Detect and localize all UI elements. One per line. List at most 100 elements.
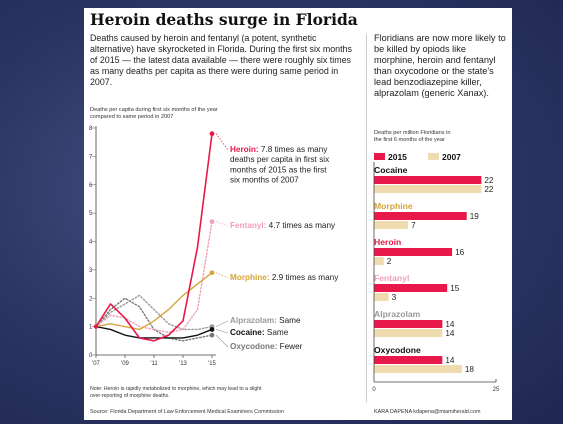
series-endpoint-heroin <box>209 131 215 137</box>
bar-value-2015: 14 <box>445 320 455 329</box>
series-line-fentanyl <box>95 220 213 334</box>
annotation-leader-cocaine <box>215 329 229 334</box>
series-endpoint-cocaine <box>209 327 215 332</box>
annotation-cocaine: Cocaine: Same <box>230 328 289 337</box>
x-tick-label: '09 <box>121 361 129 367</box>
annotation-leader-alprazolam <box>215 320 229 327</box>
credit-line: KARA DAPENA kdapena@miamiherald.com <box>374 409 481 415</box>
series-endpoint-morphine <box>209 270 215 276</box>
annotation-name-heroin: Heroin: <box>230 145 259 154</box>
bar-chart-caption-line: Deaths per million Floridians in <box>374 130 451 136</box>
bar-category-label: Cocaine <box>374 165 408 175</box>
y-tick-label: 0 <box>89 353 93 359</box>
y-tick-label: 2 <box>89 296 93 302</box>
annotation-text-oxycodone: Fewer <box>277 342 302 351</box>
line-chart-caption-line: compared to same period in 2007 <box>90 114 174 120</box>
series-line-morphine <box>95 272 213 331</box>
y-tick-label: 1 <box>89 325 93 331</box>
baseline-point-2007 <box>93 324 99 329</box>
bar-category-label: Heroin <box>374 237 401 247</box>
annotation-oxycodone: Oxycodone: Fewer <box>230 342 303 351</box>
side-text: Floridians are now more likely to be kil… <box>374 33 506 98</box>
annotation-text-cocaine: Same <box>265 328 289 337</box>
series-endpoint-oxycodone <box>209 332 215 338</box>
x-tick-label: '11 <box>150 361 158 367</box>
bar-x-tick-label: 0 <box>372 387 376 393</box>
bar-2007 <box>374 185 482 193</box>
footnote-line: over-reporting of morphine deaths. <box>90 392 170 399</box>
legend-label-2015: 2015 <box>388 152 407 162</box>
bar-value-2007: 18 <box>465 365 475 374</box>
bar-chart-caption: Deaths per million Floridians in the fir… <box>374 130 506 144</box>
deck-text: Deaths caused by heroin and fentanyl (a … <box>90 33 352 87</box>
y-tick-label: 5 <box>89 211 93 217</box>
annotation-leader-heroin <box>215 133 229 151</box>
bar-legend: 2015 2007 <box>374 152 504 162</box>
x-tick-label: '15 <box>208 361 216 367</box>
bar-value-2007: 3 <box>392 293 397 302</box>
annotation-text-alprazolam: Same <box>277 316 301 325</box>
column-divider <box>366 34 367 402</box>
legend-swatch-2015 <box>374 153 385 160</box>
bar-2015 <box>374 284 448 292</box>
bar-value-2015: 14 <box>445 356 455 365</box>
line-chart: 0 1 2 3 4 5 6 7 8 '07 '09 '11 '13 '15 Heroin: 7.8 time… <box>89 126 339 367</box>
bar-value-2015: 16 <box>455 248 465 257</box>
bar-category-label: Fentanyl <box>374 273 409 283</box>
y-tick-label: 4 <box>89 240 93 246</box>
bar-x-tick-label: 25 <box>493 387 500 393</box>
line-chart-caption-line: Deaths per capita during first six month… <box>90 107 218 113</box>
legend-swatch-2007 <box>428 153 439 160</box>
bar-value-2007: 14 <box>445 329 455 338</box>
bar-value-2007: 2 <box>387 257 392 266</box>
y-tick-label: 8 <box>89 126 93 132</box>
bar-category-label: Alprazolam <box>374 309 421 319</box>
bar-category-label: Oxycodone <box>374 345 421 355</box>
series-line-heroin <box>95 132 213 342</box>
series-line-cocaine <box>95 325 213 339</box>
bar-value-2007: 22 <box>484 185 494 194</box>
x-tick-label: '13 <box>179 361 187 367</box>
annotation-leader-fentanyl <box>215 221 229 227</box>
bar-2015 <box>374 176 482 184</box>
bar-value-2007: 7 <box>411 221 416 230</box>
annotation-text-heroin: months of 2015 as the first <box>230 165 327 174</box>
series-endpoint-fentanyl <box>209 219 215 225</box>
bar-2007 <box>374 221 409 229</box>
bar-2007 <box>374 293 389 301</box>
bar-2015 <box>374 212 467 220</box>
annotation-morphine: Morphine: 2.9 times as many <box>230 273 339 282</box>
annotation-name-fentanyl: Fentanyl: <box>230 221 266 230</box>
annotation-text-heroin: 7.8 times as many <box>259 145 329 154</box>
annotation-text-fentanyl: 4.7 times as many <box>266 221 336 230</box>
bar-value-2015: 22 <box>484 176 494 185</box>
bar-value-2015: 15 <box>450 284 460 293</box>
annotation-heroin: Heroin: 7.8 times as many deaths per capi… <box>230 145 329 185</box>
y-tick-label: 6 <box>89 183 93 189</box>
annotation-text-heroin: deaths per capita in first six <box>230 155 329 164</box>
annotation-name-oxycodone: Oxycodone: <box>230 342 277 351</box>
line-chart-caption: Deaths per capita during first six month… <box>90 107 260 121</box>
legend-label-2007: 2007 <box>442 152 461 162</box>
annotation-leader-oxycodone <box>215 334 229 348</box>
annotation-fentanyl: Fentanyl: 4.7 times as many <box>230 221 336 230</box>
source-note: Source: Florida Department of Law Enforc… <box>90 409 284 415</box>
bar-chart-caption-line: the first 6 months of the year <box>374 137 445 143</box>
bar-2007 <box>374 257 384 265</box>
annotation-text-heroin: six months of 2007 <box>230 176 299 185</box>
footnote: Note: Heroin is rapidly metabolized to m… <box>90 386 320 399</box>
bar-2015 <box>374 356 443 364</box>
annotation-name-morphine: Morphine: <box>230 273 270 282</box>
y-tick-label: 3 <box>89 268 93 274</box>
bar-category-label: Morphine <box>374 201 413 211</box>
bar-2007 <box>374 365 462 373</box>
bar-2015 <box>374 320 443 328</box>
infographic-card: Heroin deaths surge in Florida Deaths ca… <box>84 8 512 420</box>
y-tick-label: 7 <box>89 154 93 160</box>
annotation-leader-morphine <box>215 272 229 279</box>
series-line-oxycodone <box>95 297 213 342</box>
bar-value-2015: 19 <box>470 212 480 221</box>
annotation-text-morphine: 2.9 times as many <box>270 273 340 282</box>
x-tick-label: '07 <box>92 361 100 367</box>
